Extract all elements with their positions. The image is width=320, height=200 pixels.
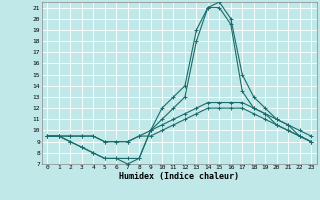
X-axis label: Humidex (Indice chaleur): Humidex (Indice chaleur) [119, 172, 239, 181]
